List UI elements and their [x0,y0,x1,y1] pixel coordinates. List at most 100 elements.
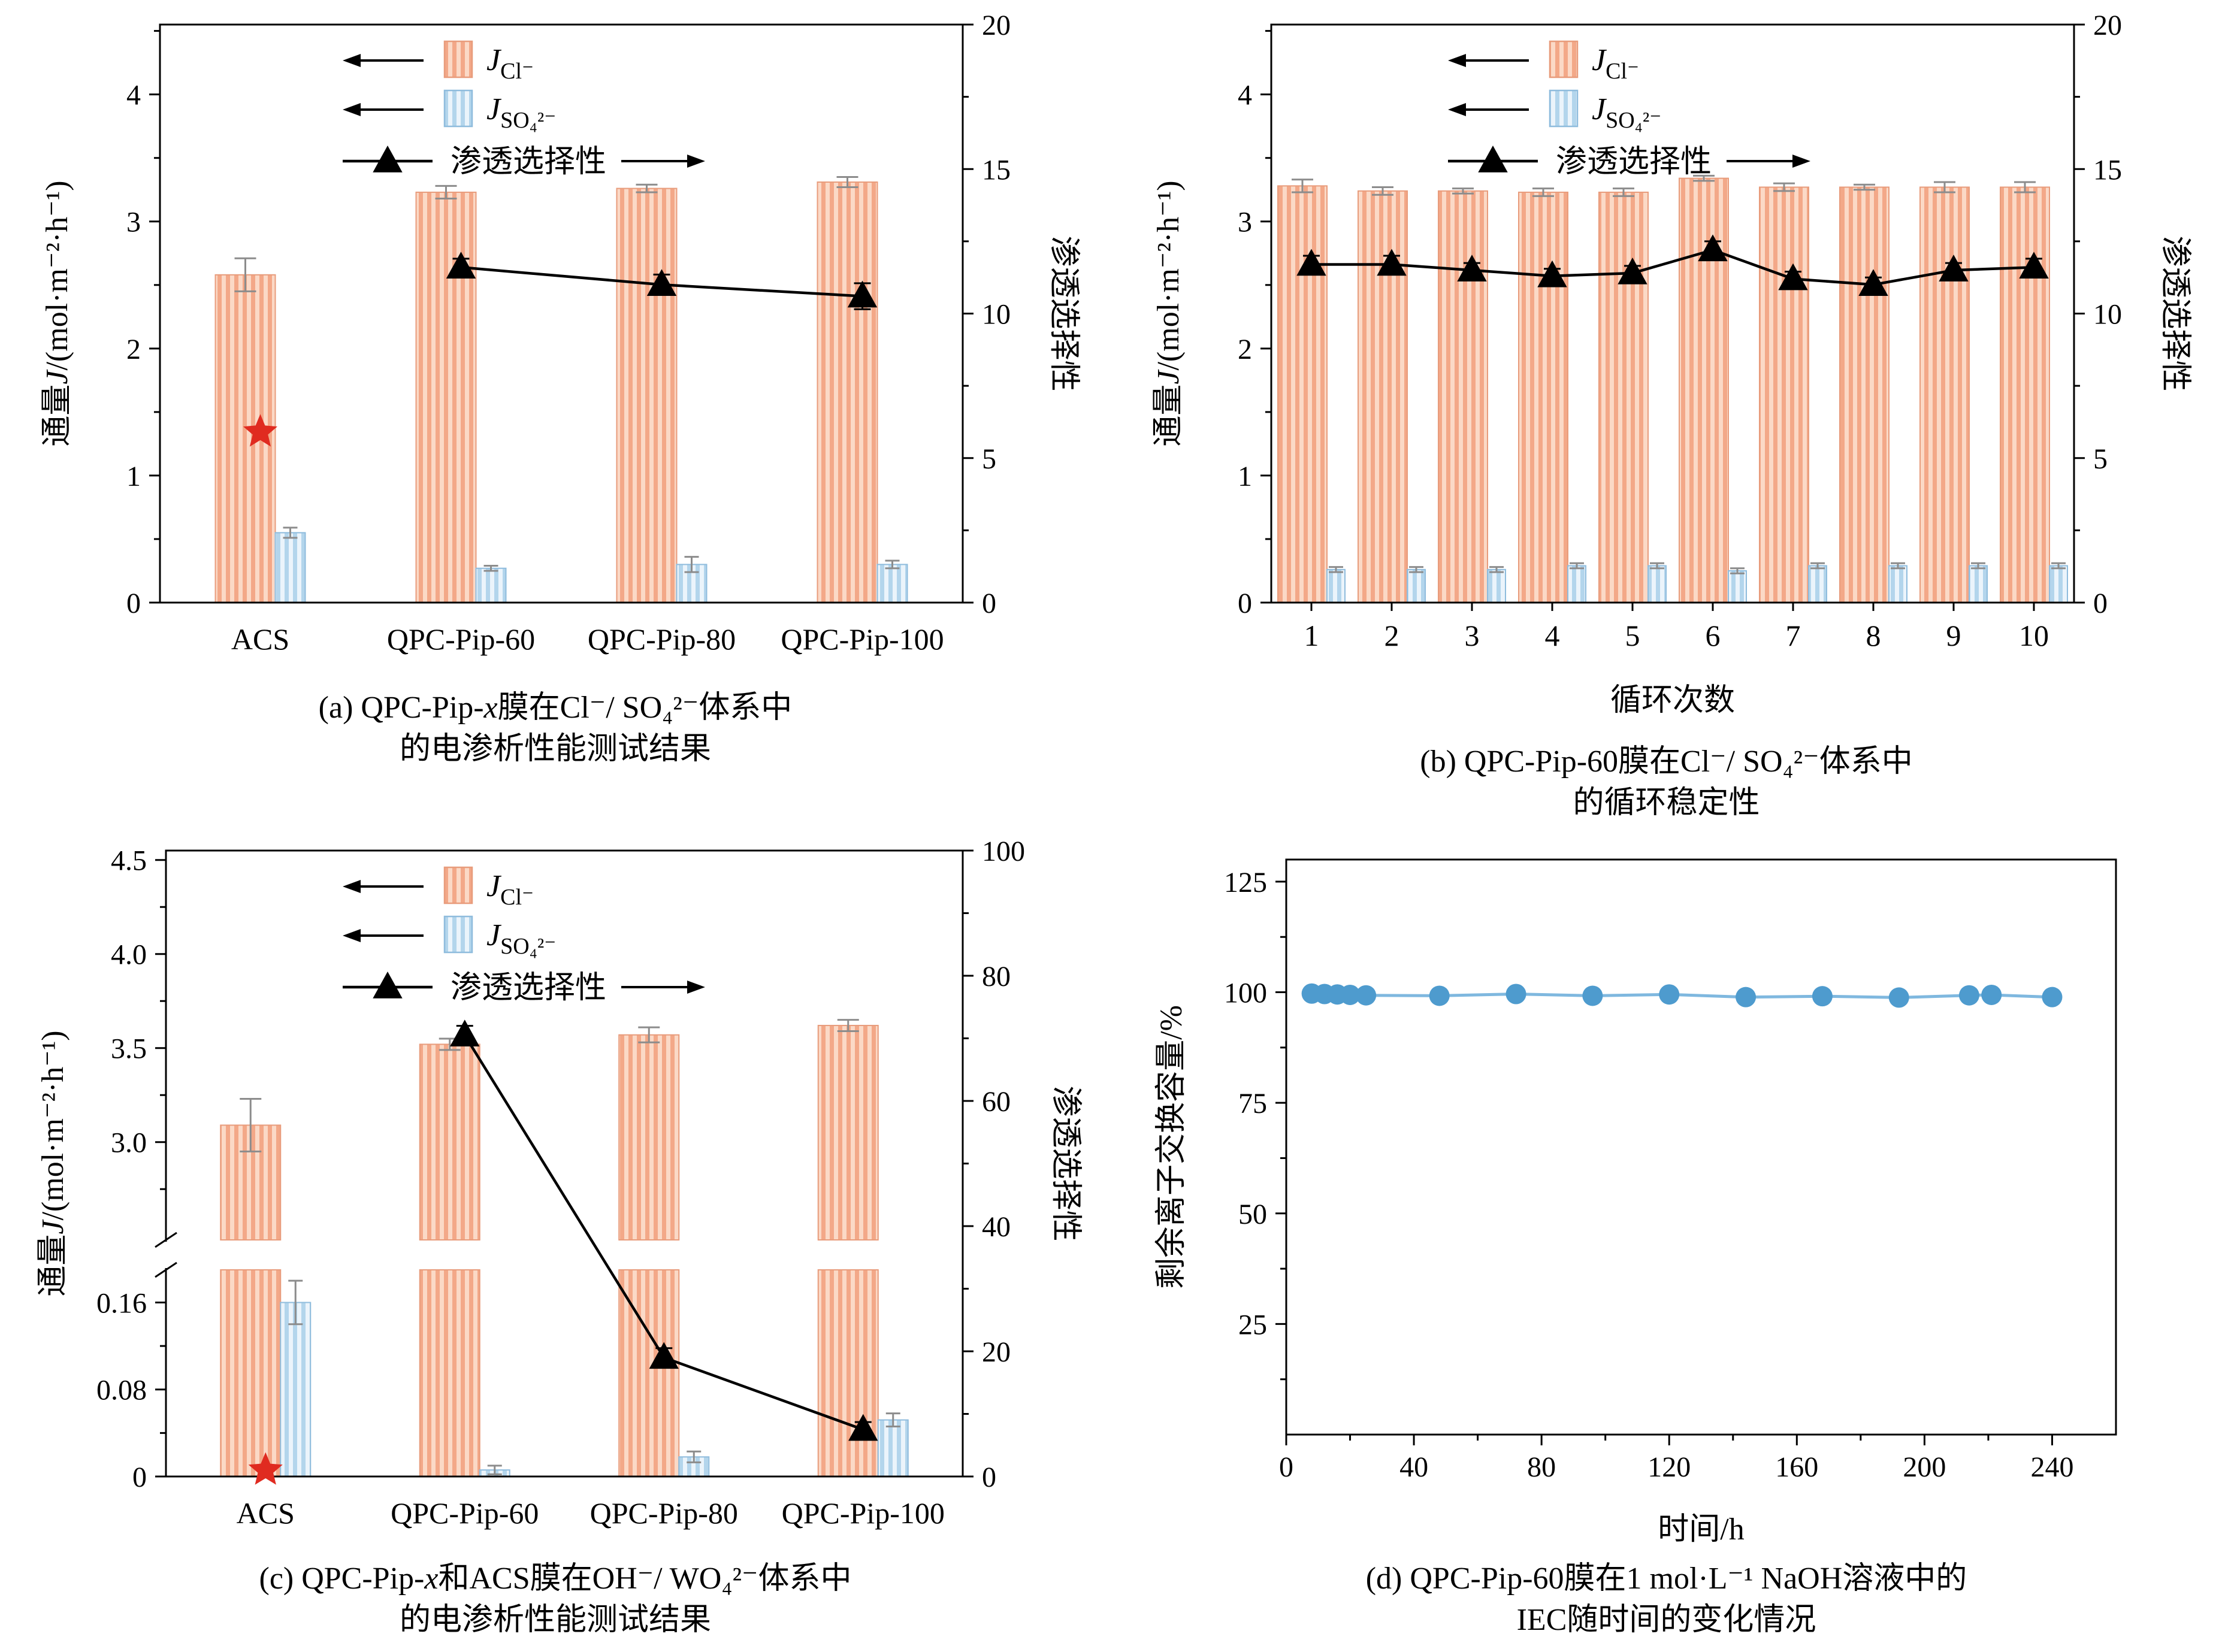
svg-text:3: 3 [1238,207,1252,238]
svg-text:1: 1 [126,461,141,492]
chart-c-canvas: 0 0.08 0.16 3.0 3.5 4.0 4.5 0 20 40 60 80 100 ACS QPC-… [16,830,1095,1557]
caption-c-suffix: 和ACS膜在OH⁻/ WO₄²⁻体系中 [438,1562,852,1596]
right-axis: 0 20 40 60 80 100 [963,836,1025,1493]
svg-text:0: 0 [2093,588,2108,619]
chart-a: 0 1 2 3 4 0 5 10 15 20 ACS QPC-Pip-60 QPC-Pip-80 QPC-… [40,10,1081,656]
y-axis: 25 50 75 100 125 [1224,867,1286,1381]
svg-text:4.0: 4.0 [111,939,147,971]
left-arrow-icon [1447,103,1466,116]
svg-text:2: 2 [126,334,141,365]
svg-text:15: 15 [2093,154,2122,186]
caption-c-italic-x: x [424,1562,439,1596]
selectivity-triangle-marker [1537,260,1567,288]
svg-text:5: 5 [982,443,996,475]
right-axis-label: 渗透选择性 [1048,1085,1083,1241]
selectivity-triangle-marker [446,252,476,279]
bar-jso4 [877,1419,909,1477]
svg-text:1: 1 [1238,461,1252,492]
svg-text:JCl⁻: JCl⁻ [486,869,534,910]
svg-text:3: 3 [1464,619,1479,652]
svg-text:0: 0 [126,588,141,619]
selectivity-series [1296,234,2049,296]
right-axis: 0 5 10 15 20 [963,10,1011,619]
svg-text:渗透选择性: 渗透选择性 [451,145,606,179]
svg-text:10: 10 [2019,619,2049,652]
selectivity-triangle-marker [450,1019,480,1046]
bar-jcl [1357,190,1408,604]
x-axis: ACS QPC-Pip-60 QPC-Pip-80 QPC-Pip-100 [237,1496,945,1530]
right-axis-label: 渗透选择性 [1047,235,1081,391]
selectivity-triangle-marker [847,280,878,308]
iec-data-point [2041,987,2062,1007]
left-axis: 0 1 2 3 4 [126,30,160,619]
svg-text:2: 2 [1384,619,1399,652]
svg-text:JSO₄²⁻: JSO₄²⁻ [486,918,556,959]
left-arrow-icon [343,880,361,893]
subplot-a: 0 1 2 3 4 0 5 10 15 20 ACS QPC-Pip-60 QPC-Pip-80 QPC-… [0,0,1111,826]
selectivity-series [248,1019,878,1485]
caption-a-suffix: 膜在Cl⁻/ SO₄²⁻体系中 [497,691,793,725]
selectivity-series [243,252,878,447]
left-arrow-icon [343,54,361,67]
svg-text:80: 80 [1527,1451,1556,1483]
x-axis: 0 40 80 120 160 200 240 时间/h [1279,1435,2073,1547]
iec-data-point [1812,986,1833,1007]
bars [1277,174,2068,604]
svg-text:3.5: 3.5 [111,1033,147,1065]
bar-jcl [1839,186,1890,603]
svg-text:0: 0 [132,1462,147,1493]
svg-text:0: 0 [982,1462,996,1493]
bar-jcl [1598,191,1649,603]
chart-d: 0 40 80 120 160 200 240 时间/h 25 50 75 100 125 剩余离子交换容… [1154,858,2117,1547]
right-arrow-icon [687,981,705,994]
svg-text:9: 9 [1946,619,1961,652]
legend-swatch-jso4 [443,915,473,954]
caption-c-line2: 的电渗析性能测试结果 [399,1602,711,1637]
right-arrow-icon [1792,155,1810,168]
iec-data-point [1429,985,1450,1006]
caption-c-prefix: (c) QPC-Pip- [259,1562,425,1596]
bar-jso4 [274,532,306,603]
bar-jso4 [876,564,908,603]
chart-a-canvas: 0 1 2 3 4 0 5 10 15 20 ACS QPC-Pip-60 QPC-Pip-80 QPC-… [16,4,1095,686]
legend-swatch-jcl [443,40,473,78]
selectivity-triangle-marker [1456,255,1487,282]
svg-text:0.08: 0.08 [96,1375,147,1406]
selectivity-triangle-marker [2018,252,2049,279]
svg-text:1: 1 [1304,619,1319,652]
svg-text:ACS: ACS [237,1496,295,1530]
acs-star-marker [243,414,277,447]
svg-text:0: 0 [982,588,996,619]
left-axis: 0 0.08 0.16 3.0 3.5 4.0 4.5 [96,845,166,1493]
bar-jcl [1437,190,1488,604]
caption-c-line1: (c) QPC-Pip-x和ACS膜在OH⁻/ WO₄²⁻体系中 [259,1559,852,1600]
bar-jcl [817,1025,879,1240]
svg-text:160: 160 [1775,1451,1818,1483]
axis-break-mark [155,1232,177,1248]
svg-text:15: 15 [982,154,1011,186]
bar-jso4 [1647,565,1667,603]
legend-swatch-jso4 [1549,89,1578,128]
legend: JCl⁻ JSO₄²⁻ 渗透选择性 [1447,40,1810,179]
svg-text:8: 8 [1866,619,1881,652]
svg-text:QPC-Pip-80: QPC-Pip-80 [588,622,736,656]
bars [214,176,908,604]
iec-data-point [1735,987,1756,1007]
chart-b-canvas: 0 1 2 3 4 0 5 10 15 20 1 2 3 4 5 6 7 8 9 10 循环次数 通量J/(mol·m⁻²… [1127,4,2206,740]
svg-text:0.16: 0.16 [96,1287,147,1319]
bar-jso4 [1727,570,1747,604]
bar-jcl [1277,185,1328,604]
left-arrow-icon [343,929,361,942]
caption-b-line1: (b) QPC-Pip-60膜在Cl⁻/ SO₄²⁻体系中 [1420,745,1913,779]
caption-b: (b) QPC-Pip-60膜在Cl⁻/ SO₄²⁻体系中 的循环稳定性 [1420,742,1912,824]
svg-text:20: 20 [982,1336,1011,1368]
svg-text:80: 80 [982,961,1011,993]
svg-text:6: 6 [1705,619,1720,652]
svg-text:10: 10 [2093,299,2122,331]
svg-text:5: 5 [1625,619,1640,652]
selectivity-triangle-marker [1858,269,1888,296]
svg-text:JSO₄²⁻: JSO₄²⁻ [486,92,556,133]
caption-a-prefix: (a) QPC-Pip- [318,691,484,725]
svg-text:4: 4 [126,80,141,111]
svg-text:40: 40 [982,1211,1011,1243]
